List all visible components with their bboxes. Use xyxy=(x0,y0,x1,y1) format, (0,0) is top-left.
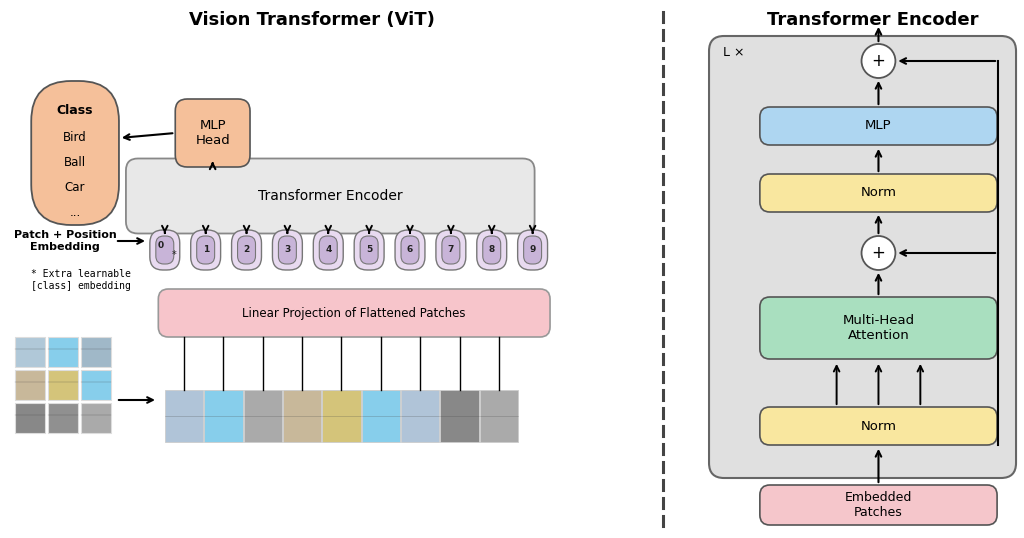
FancyBboxPatch shape xyxy=(709,36,1016,478)
FancyBboxPatch shape xyxy=(48,370,78,400)
FancyBboxPatch shape xyxy=(238,236,256,264)
FancyBboxPatch shape xyxy=(156,236,174,264)
FancyBboxPatch shape xyxy=(165,390,203,442)
FancyBboxPatch shape xyxy=(150,230,180,270)
Text: * Extra learnable
[class] embedding: * Extra learnable [class] embedding xyxy=(32,269,131,291)
FancyBboxPatch shape xyxy=(48,403,78,433)
Text: *: * xyxy=(171,250,176,260)
FancyBboxPatch shape xyxy=(518,230,548,270)
FancyBboxPatch shape xyxy=(190,230,220,270)
Text: ...: ... xyxy=(70,207,81,220)
FancyBboxPatch shape xyxy=(15,370,45,400)
Text: 3: 3 xyxy=(285,245,291,254)
FancyBboxPatch shape xyxy=(313,230,343,270)
Text: Transformer Encoder: Transformer Encoder xyxy=(767,11,978,29)
Text: Vision Transformer (ViT): Vision Transformer (ViT) xyxy=(189,11,435,29)
Text: Norm: Norm xyxy=(860,187,896,200)
FancyBboxPatch shape xyxy=(81,403,111,433)
Text: 5: 5 xyxy=(366,245,373,254)
Text: Linear Projection of Flattened Patches: Linear Projection of Flattened Patches xyxy=(243,307,466,320)
FancyBboxPatch shape xyxy=(760,485,997,525)
FancyBboxPatch shape xyxy=(81,337,111,367)
FancyBboxPatch shape xyxy=(480,390,518,442)
Text: 7: 7 xyxy=(447,245,454,254)
Text: Car: Car xyxy=(65,181,85,195)
Circle shape xyxy=(861,44,895,78)
FancyBboxPatch shape xyxy=(204,390,243,442)
Text: Embedded
Patches: Embedded Patches xyxy=(845,491,912,519)
FancyBboxPatch shape xyxy=(442,236,460,264)
Text: Class: Class xyxy=(57,104,93,117)
Text: Patch + Position
Embedding: Patch + Position Embedding xyxy=(13,230,117,252)
FancyBboxPatch shape xyxy=(360,236,378,264)
Text: Transformer Encoder: Transformer Encoder xyxy=(258,189,402,203)
FancyBboxPatch shape xyxy=(523,236,542,264)
FancyBboxPatch shape xyxy=(126,159,535,233)
FancyBboxPatch shape xyxy=(440,390,479,442)
Text: MLP
Head: MLP Head xyxy=(196,119,230,147)
Text: 6: 6 xyxy=(407,245,413,254)
FancyBboxPatch shape xyxy=(395,230,425,270)
Text: 8: 8 xyxy=(488,245,495,254)
Text: Norm: Norm xyxy=(860,420,896,433)
FancyBboxPatch shape xyxy=(231,230,261,270)
FancyBboxPatch shape xyxy=(436,230,466,270)
FancyBboxPatch shape xyxy=(15,337,45,367)
Text: L ×: L × xyxy=(723,46,744,60)
FancyBboxPatch shape xyxy=(32,81,119,225)
FancyBboxPatch shape xyxy=(15,403,45,433)
FancyBboxPatch shape xyxy=(272,230,302,270)
FancyBboxPatch shape xyxy=(760,407,997,445)
FancyBboxPatch shape xyxy=(401,390,439,442)
FancyBboxPatch shape xyxy=(354,230,384,270)
Text: 1: 1 xyxy=(203,245,209,254)
Text: Ball: Ball xyxy=(65,157,86,169)
Text: MLP: MLP xyxy=(865,119,892,132)
FancyBboxPatch shape xyxy=(197,236,215,264)
FancyBboxPatch shape xyxy=(244,390,282,442)
Text: 0: 0 xyxy=(158,242,164,251)
FancyBboxPatch shape xyxy=(283,390,322,442)
FancyBboxPatch shape xyxy=(159,289,550,337)
Text: Multi-Head
Attention: Multi-Head Attention xyxy=(843,314,914,342)
Circle shape xyxy=(861,236,895,270)
Text: +: + xyxy=(871,244,886,262)
Text: +: + xyxy=(871,52,886,70)
FancyBboxPatch shape xyxy=(760,107,997,145)
Text: Bird: Bird xyxy=(63,131,87,145)
FancyBboxPatch shape xyxy=(319,236,337,264)
Text: 9: 9 xyxy=(529,245,536,254)
FancyBboxPatch shape xyxy=(81,370,111,400)
Text: 4: 4 xyxy=(325,245,332,254)
FancyBboxPatch shape xyxy=(401,236,419,264)
FancyBboxPatch shape xyxy=(279,236,296,264)
FancyBboxPatch shape xyxy=(760,174,997,212)
FancyBboxPatch shape xyxy=(482,236,501,264)
Text: 2: 2 xyxy=(244,245,250,254)
FancyBboxPatch shape xyxy=(760,297,997,359)
FancyBboxPatch shape xyxy=(323,390,360,442)
FancyBboxPatch shape xyxy=(477,230,507,270)
FancyBboxPatch shape xyxy=(175,99,250,167)
FancyBboxPatch shape xyxy=(48,337,78,367)
FancyBboxPatch shape xyxy=(361,390,400,442)
